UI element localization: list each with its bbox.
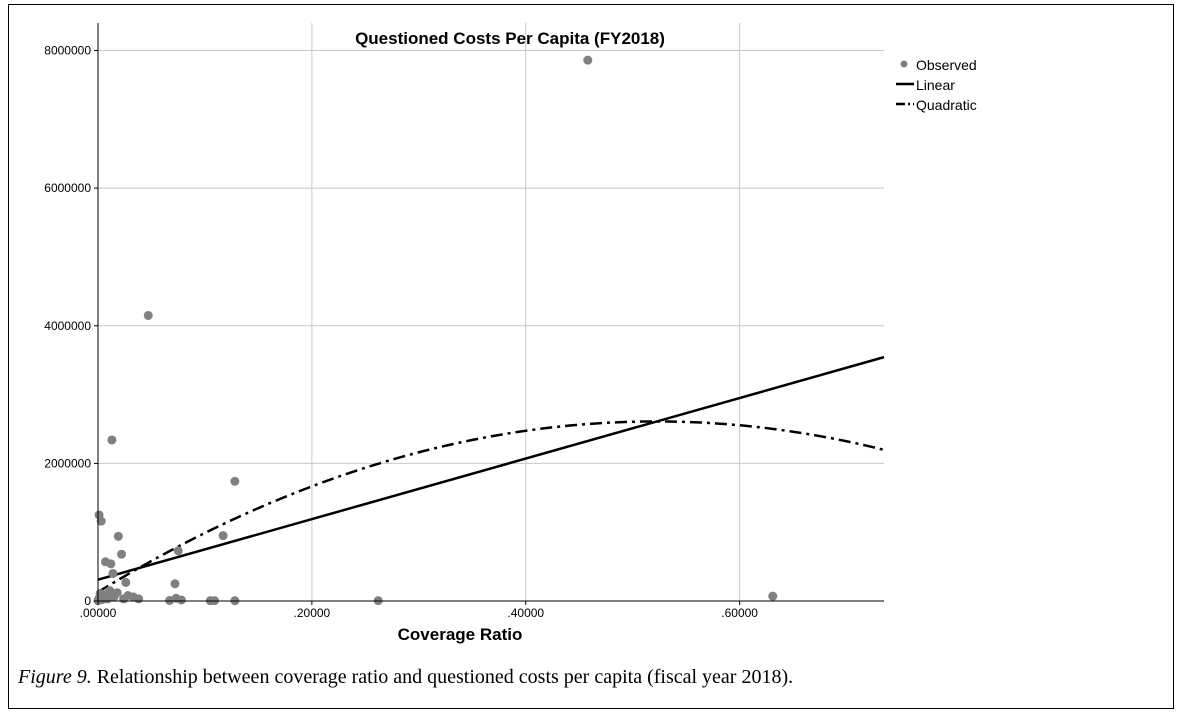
figure-label: Figure 9. bbox=[18, 666, 92, 688]
y-tick-label: 0 bbox=[84, 594, 91, 608]
observed-point bbox=[106, 559, 116, 569]
observed-point bbox=[113, 531, 123, 541]
quadratic-fit-curve bbox=[97, 420, 885, 594]
observed-point bbox=[173, 546, 183, 556]
figure-caption: Figure 9. Relationship between coverage … bbox=[18, 666, 793, 689]
legend-quadratic-label: Quadratic bbox=[916, 97, 977, 113]
y-tick-label: 2000000 bbox=[44, 456, 91, 470]
observed-point bbox=[107, 435, 117, 445]
x-tick-label: .20000 bbox=[294, 606, 331, 620]
y-tick-labels: 0 2000000 4000000 6000000 8000000 bbox=[44, 44, 98, 608]
observed-point bbox=[218, 531, 228, 541]
observed-points bbox=[93, 55, 778, 606]
observed-point bbox=[583, 55, 593, 65]
observed-point bbox=[768, 591, 778, 601]
observed-point bbox=[121, 577, 131, 587]
x-tick-label: .60000 bbox=[721, 606, 758, 620]
observed-point bbox=[170, 579, 180, 589]
figure-caption-text: Relationship between coverage ratio and … bbox=[91, 666, 794, 688]
linear-fit-line bbox=[97, 355, 885, 581]
legend-observed-label: Observed bbox=[916, 57, 977, 73]
legend: Observed Linear Quadratic bbox=[896, 57, 977, 113]
x-axis-title: Coverage Ratio bbox=[398, 625, 523, 644]
observed-point bbox=[230, 476, 240, 486]
observed-point bbox=[143, 310, 153, 320]
fit-lines bbox=[97, 355, 885, 594]
y-tick-label: 6000000 bbox=[44, 181, 91, 195]
observed-point bbox=[117, 549, 127, 559]
chart: .00000 .20000 .40000 .60000 0 2000000 4000000… bbox=[44, 23, 977, 644]
legend-linear-label: Linear bbox=[916, 77, 955, 93]
observed-point bbox=[108, 568, 118, 578]
plot-area bbox=[98, 23, 884, 601]
observed-point bbox=[96, 516, 106, 526]
x-tick-label: .00000 bbox=[80, 606, 117, 620]
grid bbox=[98, 23, 884, 601]
x-tick-labels: .00000 .20000 .40000 .60000 bbox=[80, 601, 758, 620]
chart-title: Questioned Costs Per Capita (FY2018) bbox=[355, 29, 665, 48]
x-tick-label: .40000 bbox=[507, 606, 544, 620]
observed-point bbox=[165, 595, 175, 605]
y-tick-label: 8000000 bbox=[44, 44, 91, 58]
y-tick-label: 4000000 bbox=[44, 319, 91, 333]
legend-observed-marker bbox=[900, 60, 908, 68]
